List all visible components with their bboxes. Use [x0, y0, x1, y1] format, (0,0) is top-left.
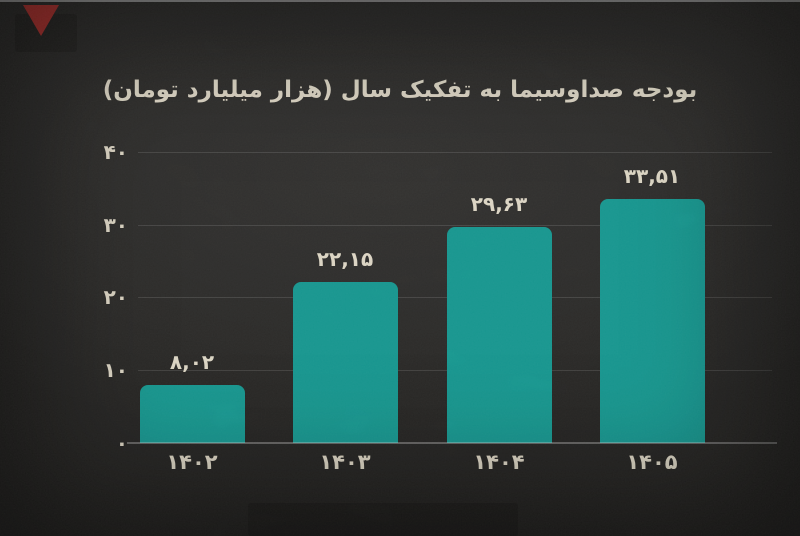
bar: [446, 227, 552, 443]
bar-value-label: ۳۳,۵۱: [623, 164, 681, 188]
top-edge-highlight: [0, 0, 800, 2]
x-tick-label: ۱۴۰۲: [166, 450, 218, 474]
bar: [292, 282, 398, 443]
x-axis-line: [127, 442, 777, 444]
y-tick-label: ۴۰: [103, 140, 128, 164]
bar-value-label: ۸,۰۲: [169, 350, 215, 374]
x-tick-label: ۱۴۰۴: [473, 450, 525, 474]
bar-value-label: ۲۹,۶۳: [470, 192, 528, 216]
bar: [139, 385, 245, 443]
x-tick-label: ۱۴۰۵: [626, 450, 678, 474]
bar-value-label: ۲۲,۱۵: [316, 247, 374, 271]
y-tick-label: ۱۰: [103, 358, 128, 382]
y-tick-label: ۲۰: [103, 285, 128, 309]
chart-title: بودجه صداوسیما به تفکیک سال (هزار میلیار…: [102, 77, 698, 103]
x-tick-label: ۱۴۰۳: [319, 450, 371, 474]
y-tick-label: ۰: [115, 431, 128, 455]
y-tick-label: ۳۰: [103, 213, 128, 237]
bar: [599, 199, 705, 443]
texture-smudge: [248, 503, 518, 536]
gridline: [138, 152, 772, 153]
